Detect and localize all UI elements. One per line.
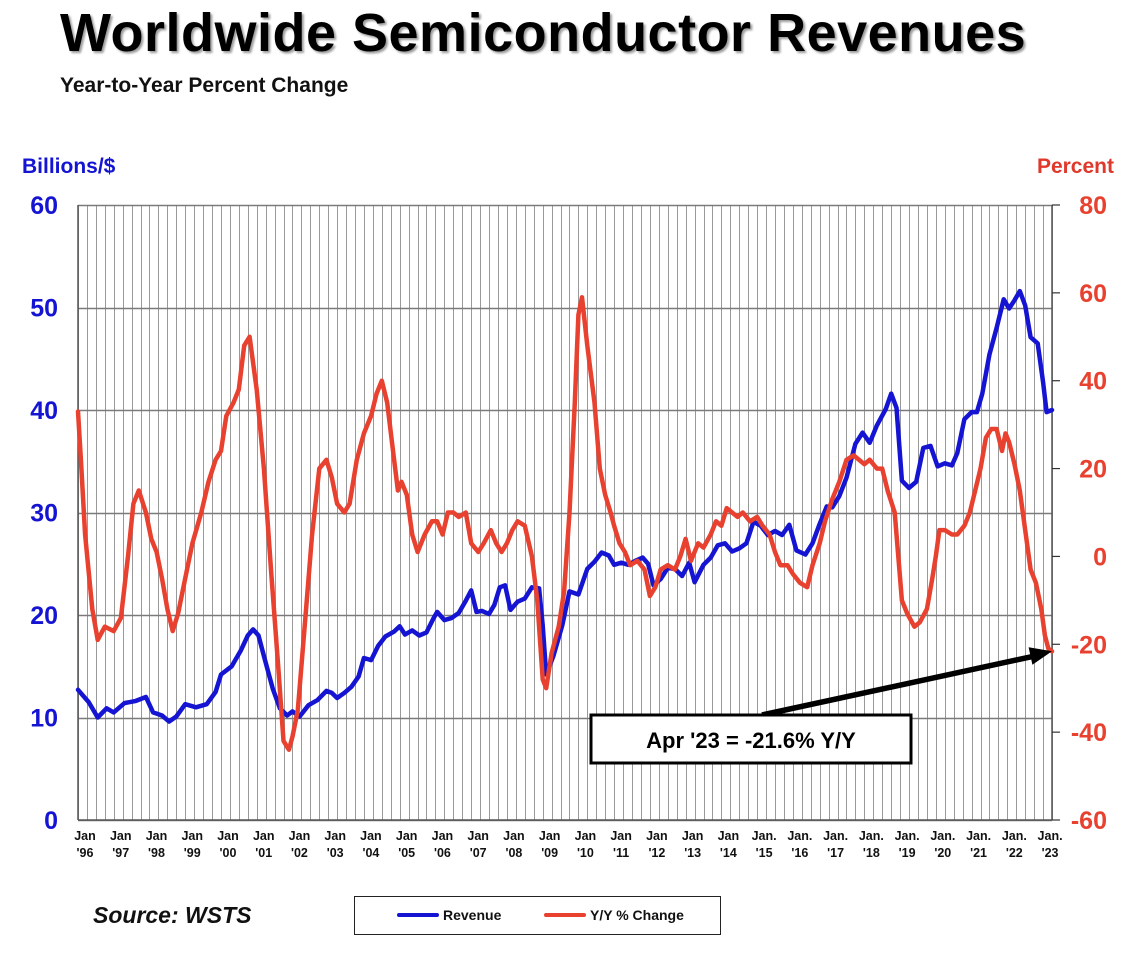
legend-swatch-revenue (397, 913, 439, 917)
x-axis-tick-label: '20 (934, 846, 951, 860)
x-axis-tick-label: '99 (184, 846, 201, 860)
x-axis-tick-label: Jan. (752, 829, 777, 843)
legend-item-revenue: Revenue (397, 907, 501, 923)
annotation-text: Apr '23 = -21.6% Y/Y (646, 728, 856, 753)
legend-label-revenue: Revenue (443, 907, 502, 923)
revenue-line (75, 288, 1055, 724)
x-axis-tick-label: '98 (148, 846, 165, 860)
x-axis-tick-label: '13 (684, 846, 701, 860)
legend-item-yoy: Y/Y % Change (544, 907, 684, 923)
x-axis-tick-label: Jan (467, 829, 489, 843)
x-axis-tick-label: '22 (1006, 846, 1023, 860)
x-axis-tick-label: '16 (791, 846, 808, 860)
left-axis-tick-label: 30 (30, 500, 58, 528)
chart-legend: Revenue Y/Y % Change (354, 896, 721, 935)
x-axis-tick-label: Jan (503, 829, 525, 843)
x-axis-tick-label: '10 (577, 846, 594, 860)
legend-label-yoy: Y/Y % Change (590, 907, 684, 923)
left-axis-tick-label: 50 (30, 295, 58, 323)
x-axis-tick-label: '03 (327, 846, 344, 860)
x-axis-tick-label: '19 (899, 846, 916, 860)
x-axis-tick-label: Jan (74, 829, 96, 843)
x-axis-tick-label: Jan. (930, 829, 955, 843)
chart-subtitle: Year-to-Year Percent Change (60, 74, 349, 97)
x-axis-tick-label: Jan (360, 829, 382, 843)
x-axis-tick-label: Jan (682, 829, 704, 843)
annotation-arrow (761, 652, 1039, 718)
right-axis-tick-label: -20 (1071, 631, 1107, 659)
right-axis-tick-label: -60 (1071, 807, 1107, 835)
x-axis-tick-label: Jan (217, 829, 239, 843)
x-axis-tick-label: '11 (613, 846, 629, 860)
x-axis-tick-label: Jan (610, 829, 632, 843)
right-axis-tick-label: 60 (1079, 280, 1107, 308)
x-axis-tick-label: Jan. (895, 829, 920, 843)
right-axis-tick-label: 80 (1079, 192, 1107, 220)
legend-swatch-yoy (544, 913, 586, 917)
left-axis-unit: Billions/$ (22, 155, 116, 178)
x-axis-tick-label: Jan (539, 829, 561, 843)
x-axis-tick-label: '09 (541, 846, 558, 860)
left-axis-tick-label: 40 (30, 397, 58, 425)
right-axis-unit: Percent (1036, 155, 1114, 178)
x-axis-tick-label: '17 (827, 846, 844, 860)
x-axis-tick-label: Jan (646, 829, 668, 843)
x-axis-tick-label: '06 (434, 846, 451, 860)
right-axis-tick-label: 40 (1079, 368, 1107, 396)
yoy-change-line (75, 295, 1055, 752)
x-axis-tick-label: Jan. (859, 829, 884, 843)
right-axis-tick-label: -40 (1071, 719, 1107, 747)
annotation-box (589, 713, 913, 765)
source-note: Source: WSTS (93, 902, 252, 928)
x-axis-tick-label: Jan (253, 829, 275, 843)
left-axis-tick-label: 60 (30, 192, 58, 220)
x-axis-tick-label: Jan (575, 829, 597, 843)
x-axis-tick-label: '08 (505, 846, 522, 860)
x-axis-tick-label: '97 (112, 846, 129, 860)
left-axis-tick-label: 10 (30, 705, 58, 733)
x-axis-tick-label: '01 (255, 846, 272, 860)
x-axis-tick-label: Jan. (823, 829, 848, 843)
x-axis-tick-label: Jan (110, 829, 132, 843)
x-axis-tick-label: Jan (432, 829, 454, 843)
x-axis-tick-label: '07 (470, 846, 487, 860)
right-axis-tick-label: 0 (1093, 543, 1107, 571)
x-axis-tick-label: '04 (362, 846, 379, 860)
x-axis-tick-label: Jan. (1002, 829, 1027, 843)
left-axis-tick-label: 0 (44, 807, 58, 835)
right-axis-tick-label: 20 (1079, 456, 1107, 484)
x-axis-tick-label: Jan. (787, 829, 812, 843)
x-axis-tick-label: Jan (396, 829, 418, 843)
x-axis-tick-label: '23 (1042, 846, 1059, 860)
x-axis-tick-label: Jan. (966, 829, 991, 843)
left-axis-tick-label: 20 (30, 602, 58, 630)
annotation-arrowhead (1028, 647, 1052, 665)
x-axis-tick-label: '05 (398, 846, 415, 860)
chart-title: Worldwide Semiconductor Revenues (60, 3, 1027, 63)
x-axis-tick-label: Jan (181, 829, 203, 843)
x-axis-tick-label: '21 (970, 846, 987, 860)
x-axis-tick-label: Jan (289, 829, 311, 843)
x-axis-tick-label: '18 (863, 846, 880, 860)
x-axis-tick-label: Jan (718, 829, 740, 843)
x-axis-tick-label: Jan (146, 829, 168, 843)
x-axis-tick-label: '15 (756, 846, 773, 860)
x-axis-tick-label: Jan. (1038, 829, 1063, 843)
x-axis-tick-label: '00 (220, 846, 237, 860)
x-axis-tick-label: '02 (291, 846, 308, 860)
x-axis-tick-label: '14 (720, 846, 737, 860)
x-axis-tick-label: '96 (77, 846, 94, 860)
x-axis-tick-label: Jan (324, 829, 346, 843)
x-axis-tick-label: '12 (648, 846, 665, 860)
